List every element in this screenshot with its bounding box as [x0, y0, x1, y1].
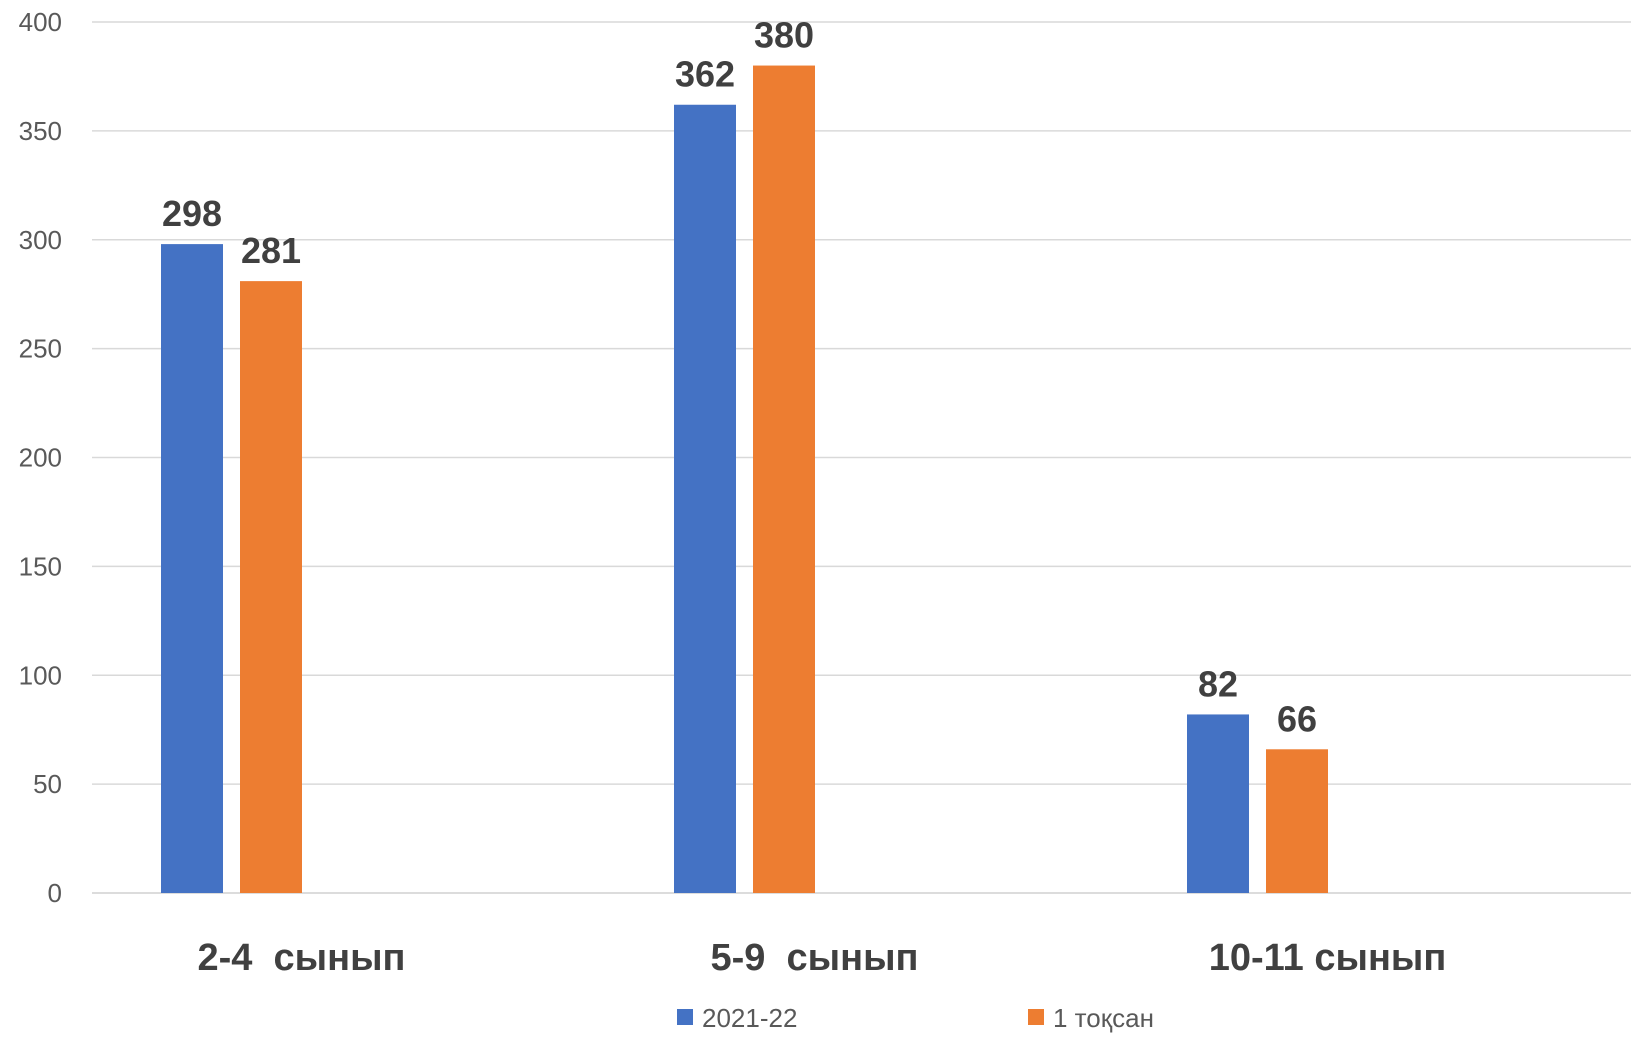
- data-label: 380: [754, 15, 814, 56]
- y-tick-label: 50: [33, 769, 62, 799]
- x-category-label: 2-4 сынып: [198, 937, 406, 979]
- data-label: 82: [1198, 663, 1238, 704]
- legend-swatch: [1028, 1009, 1044, 1025]
- bar-series2: [1266, 749, 1328, 893]
- data-label: 298: [162, 193, 222, 234]
- bars: [161, 65, 1328, 894]
- y-tick-label: 300: [19, 225, 62, 255]
- y-tick-label: 350: [19, 116, 62, 146]
- bar-series1: [674, 104, 736, 894]
- x-category-label: 10-11 сынып: [1209, 937, 1447, 979]
- data-label: 281: [241, 230, 301, 271]
- y-tick-label: 400: [19, 7, 62, 37]
- x-axis-categories: 2-4 сынып 5-9 сынып 10-11 сынып: [198, 937, 1447, 979]
- data-labels: 298 281 362 380 82 66: [162, 15, 1317, 740]
- bar-series1: [1187, 714, 1249, 893]
- data-label: 362: [675, 54, 735, 95]
- legend[interactable]: 2021-22 1 тоқсан: [677, 1003, 1154, 1033]
- y-tick-label: 150: [19, 551, 62, 581]
- gridlines: [92, 21, 1631, 894]
- y-axis-ticks: 0 50 100 150 200 250 300 350 400: [19, 7, 62, 908]
- y-tick-label: 100: [19, 660, 62, 690]
- y-tick-label: 0: [48, 878, 62, 908]
- legend-swatch: [677, 1009, 693, 1025]
- bar-series1: [161, 244, 223, 894]
- y-tick-label: 200: [19, 443, 62, 473]
- legend-label[interactable]: 1 тоқсан: [1053, 1003, 1154, 1033]
- bar-series2: [753, 65, 815, 894]
- bar-series2: [240, 281, 302, 893]
- x-category-label: 5-9 сынып: [711, 937, 919, 979]
- y-tick-label: 250: [19, 334, 62, 364]
- legend-label[interactable]: 2021-22: [702, 1003, 797, 1033]
- data-label: 66: [1277, 698, 1317, 739]
